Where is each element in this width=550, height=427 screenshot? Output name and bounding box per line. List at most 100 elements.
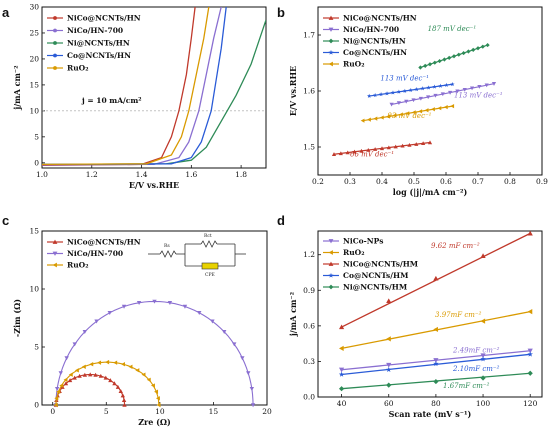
legend-marker [52,251,58,256]
tafel-point [396,89,402,94]
tafel-point [480,44,485,49]
cpe-label: CPE [205,272,215,278]
cdl-point [433,378,439,385]
nyquist-point [63,381,69,386]
nyquist-point [94,319,99,324]
tafel-point [448,90,453,95]
x-tick-label: 1.0 [36,170,48,179]
nyquist-point [120,393,126,398]
nyquist-point [77,373,82,378]
equivalent-circuit-inset: Rs Rct CPE [148,233,246,278]
chart-panel-a: 1.0 1.2 1.4 1.6 1.8 0 5 10 15 20 25 30 E/V vs.RHE j/m… [12,3,267,190]
y-tick-label: 10 [29,285,39,294]
legend-marker [328,250,333,255]
legend-label-ruo: RuO₂ [67,64,89,73]
nyquist-point [53,402,58,408]
tafel-point [389,102,394,107]
y-axis-title: j/mA cm⁻² [288,291,298,337]
legend-label-co-ncnts-hn: Co@NCNTs/HN [343,48,407,57]
series-line-ruo [42,7,210,166]
legend-label-ruo: RuO₂ [343,248,365,257]
nyquist-point [146,377,151,382]
legend-label-ni-ncnts-hn: Ni@NCNTs/HN [343,37,406,46]
nyquist-point [118,388,123,393]
y-tick-label: 0 [34,158,39,167]
y-tick-label: 0.6 [303,321,315,330]
nyquist-point [240,356,245,361]
x-tick-label: 5 [104,407,109,416]
nyquist-point [56,389,61,394]
legend-label-nico-hn-700: NiCo/HN-700 [343,25,399,34]
rs-resistor-symbol [159,250,177,258]
cdl-point [433,326,438,333]
x-tick-label: 0.9 [536,177,548,186]
tafel-point [392,113,397,118]
x-tick-label: 0.3 [344,177,356,186]
cdl-point [338,386,345,392]
cdl-label-nico-ncnts-hm: 9.62 mF cm⁻² [431,242,480,250]
nyquist-point [59,383,64,388]
nyquist-point [108,378,113,383]
cdl-point [338,345,344,351]
tafel-point [386,145,391,150]
nyquist-curve-nico-hn-700 [55,300,254,406]
cdl-label-co-ncnts-hm: 2.10mF cm⁻² [452,365,500,373]
legend-marker [328,27,334,32]
cdl-point [433,360,439,367]
y-tick-label: 1.6 [303,87,315,96]
tafel-point [379,146,385,151]
tafel-slope-label-nico-hn-700: 113 mV dec⁻¹ [454,92,503,100]
cdl-point [480,253,486,258]
tafel-point [432,84,437,89]
panel-label-b: b [277,5,285,20]
tafel-point [390,90,396,95]
legend-label-ni-ncnts-hn: Ni@NCNTs/HN [67,39,130,48]
y-tick-label: 25 [29,28,39,37]
tafel-point [402,88,408,93]
tafel-point [366,147,371,152]
tafel-point [471,47,476,52]
x-tick-label: 0.6 [440,177,452,186]
legend-label-nico-ncnts-hn: NiCo@NCNTs/HN [67,238,141,247]
nyquist-point [103,375,108,380]
y-tick-label: 30 [29,3,39,12]
tafel-point [396,101,402,106]
tafel-point [393,144,398,149]
nyquist-point [107,311,112,315]
tafel-point [372,92,378,98]
nyquist-point [97,360,102,365]
tafel-point [359,148,364,153]
panel-label-c: c [2,213,9,228]
legend-label-nico-ncnts-hm: NiCo@NCNTs/HM [343,260,418,269]
y-tick-label: 5 [34,343,39,352]
tafel-point [437,106,442,111]
nyquist-point [121,362,126,367]
tafel-point [379,115,384,120]
tafel-point [438,83,443,88]
nyquist-point [64,356,69,361]
cdl-point [480,318,486,324]
tafel-point [442,57,447,62]
tafel-point [427,62,433,67]
tafel-point [426,85,431,90]
nyquist-point [82,330,87,335]
tafel-point [411,110,416,115]
y-tick-label: 1.7 [303,31,315,40]
x-tick-label: 20 [262,407,272,416]
legend-marker [328,239,334,244]
legend-marker [328,38,334,44]
rct-label: Rct [204,233,212,239]
tafel-point [360,118,365,123]
x-tick-label: 0.8 [504,177,516,186]
x-axis-title: E/V vs.RHE [129,180,179,190]
legend-marker [328,261,334,266]
legend-label-ruo: RuO₂ [67,261,89,270]
legend-label-nico-ncnts-hn: NiCo@NCNTs/HN [67,14,141,23]
cdl-point [386,362,392,368]
cdl-point [527,309,533,315]
legend-marker [328,15,334,20]
tafel-point [399,112,403,117]
cdl-point [480,356,486,362]
plot-frame [41,6,267,169]
x-tick-label: 10 [155,407,165,416]
